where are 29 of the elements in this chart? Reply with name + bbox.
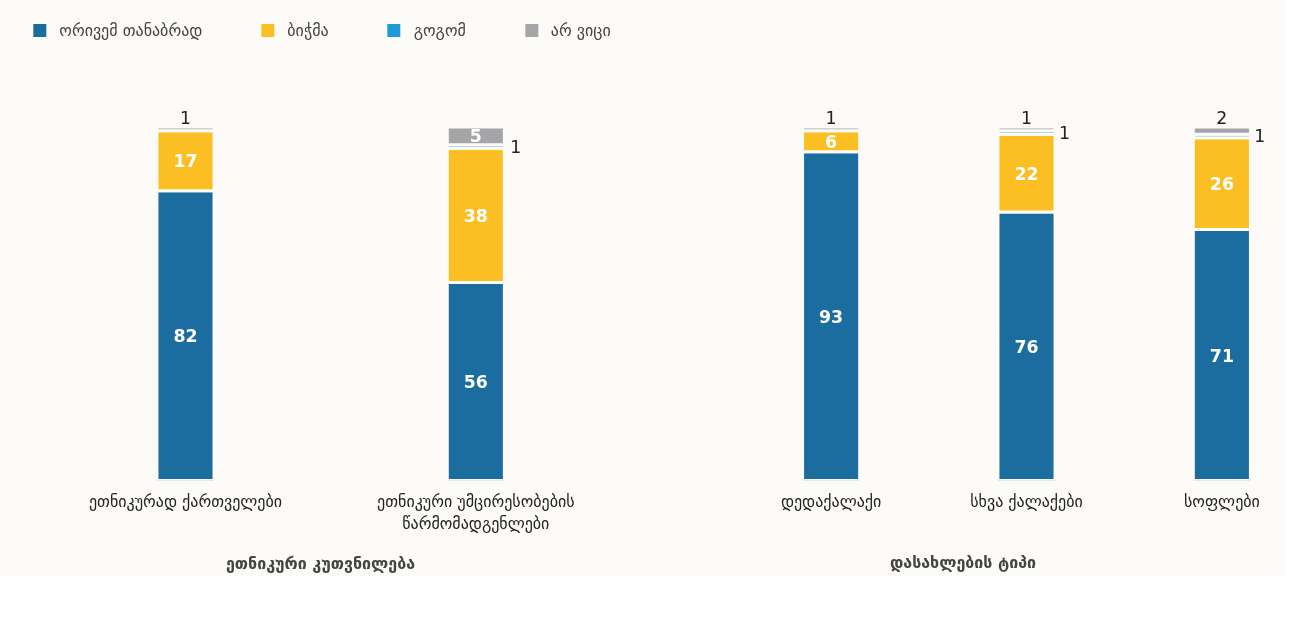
x-axis-title: დასახლების ტიპი (889, 552, 1037, 572)
x-tick-label: ეთნიკური უმცირესობების წარმომადგენლები (377, 491, 575, 534)
data-label: 1 (1254, 126, 1266, 147)
data-label: 38 (463, 205, 488, 226)
x-tick-label: სოფლები (1183, 491, 1260, 511)
data-label: 6 (825, 131, 838, 152)
x-axis-title: ეთნიკური კუთვნილება (225, 554, 416, 574)
legend-label: არ ვიცი (550, 20, 611, 40)
data-label: 56 (463, 372, 488, 393)
data-label: 1 (1020, 108, 1033, 129)
data-label: 5 (469, 126, 482, 147)
data-label: 71 (1209, 345, 1234, 366)
data-label: 93 (819, 306, 844, 327)
data-label: 1 (1058, 122, 1070, 143)
data-label: 82 (173, 326, 198, 347)
legend-label: ორივემ თანაბრად (59, 20, 203, 40)
data-label: 26 (1209, 174, 1234, 195)
data-label: 22 (1014, 163, 1039, 184)
x-tick-label: სხვა ქალაქები (970, 491, 1083, 511)
data-label: 17 (173, 151, 198, 172)
data-label: 1 (825, 108, 837, 129)
legend-label: ბიჭმა (287, 20, 329, 40)
data-label: 1 (510, 137, 522, 158)
legend-label: გოგომ (413, 20, 466, 40)
data-label: 2 (1216, 108, 1228, 129)
data-label: 1 (179, 108, 192, 129)
data-label: 76 (1014, 336, 1039, 357)
x-tick-label: დედაქალაქი (780, 491, 882, 511)
x-tick-label: ეთნიკურად ქართველები (88, 491, 283, 511)
